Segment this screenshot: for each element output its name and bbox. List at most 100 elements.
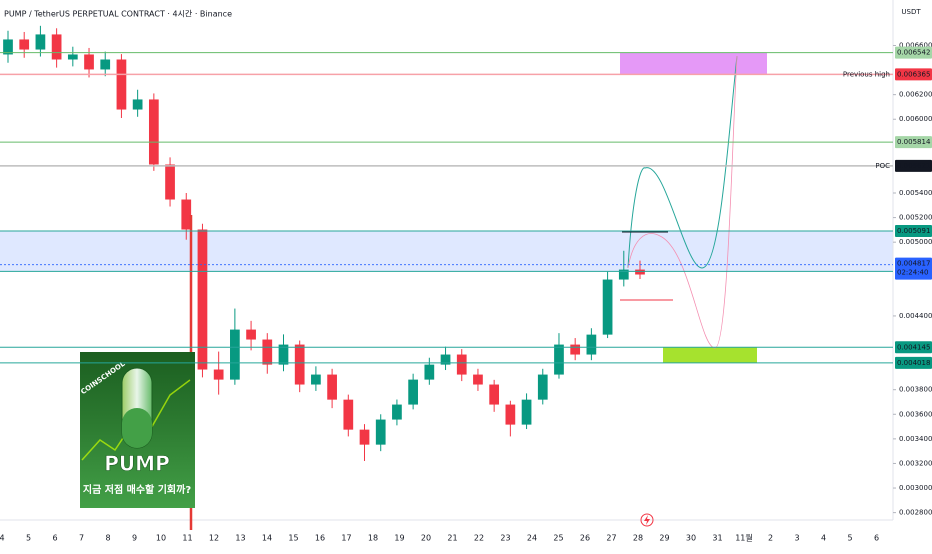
candle-body (473, 374, 483, 385)
pill (122, 408, 152, 448)
x-tick-label: 5 (847, 534, 852, 543)
y-tick-label: 0.005400 (899, 189, 932, 197)
x-tick-label: 31 (712, 534, 722, 543)
candle-body (19, 39, 30, 50)
thumbnail: COINSCHOOL PUMP 지금 저점 매수할 기회까? (79, 352, 195, 508)
current-price-bg (895, 257, 932, 280)
x-tick-label: 18 (368, 534, 378, 543)
zone (0, 230, 893, 272)
chart-title: PUMP / TetherUS PERPETUAL CONTRACT · 4시간… (4, 9, 232, 19)
y-tick-label: 0.003200 (899, 459, 932, 467)
y-tick-label: 0.003000 (899, 484, 932, 492)
level-label-bg (895, 159, 932, 172)
candle-body (456, 354, 467, 375)
x-tick-label: 23 (500, 534, 510, 543)
candle-body (440, 354, 451, 365)
level-label: 0.004145 (897, 343, 930, 351)
x-tick-label: 10 (156, 534, 166, 543)
level-label: 0.005814 (897, 138, 931, 146)
candle-body (100, 59, 111, 70)
candle-body (116, 59, 127, 110)
level-label: 0.005091 (897, 227, 930, 235)
x-tick-label: 24 (527, 534, 537, 543)
x-tick-label: 4 (821, 534, 826, 543)
y-tick-label: 0.003400 (899, 435, 932, 443)
level-label-bg (895, 224, 932, 237)
x-tick-label: 11 (182, 534, 192, 543)
candle-body (51, 34, 62, 60)
level-label: 0.006542 (897, 49, 930, 57)
candle-body (213, 369, 224, 380)
x-tick-label: 22 (474, 534, 484, 543)
candle-body (392, 404, 402, 420)
x-tick-label: 2 (768, 534, 773, 543)
candle-body (294, 344, 305, 385)
candle-body (359, 429, 370, 445)
candle-body (343, 399, 354, 430)
thumbnail-caption: 지금 저점 매수할 기회까? (83, 483, 191, 496)
x-tick-label: 29 (659, 534, 669, 543)
alert-icon (640, 513, 654, 527)
level-label-bg (895, 46, 932, 59)
y-tick-label: 0.006600 (899, 41, 932, 49)
level-note: POC (875, 162, 890, 170)
x-tick-label: 17 (341, 534, 351, 543)
candle-body (586, 334, 597, 355)
x-tick-label: 13 (235, 534, 245, 543)
candle-body (505, 404, 516, 425)
projection-path (627, 55, 738, 349)
currency: USDT (901, 8, 921, 16)
candle-body (262, 339, 273, 365)
y-tick-label: 0.005000 (899, 238, 932, 246)
x-tick-label: 8 (105, 534, 110, 543)
thumbnail-title: PUMP (104, 452, 169, 476)
current-price-label: 0.004817 (897, 260, 930, 268)
x-tick-label: 27 (606, 534, 616, 543)
candle-body (521, 399, 532, 425)
x-tick-label: 6 (874, 534, 879, 543)
x-tick-label: 12 (209, 534, 219, 543)
level-label: 0.006365 (897, 70, 930, 78)
x-tick-label: 7 (79, 534, 84, 543)
candle-body (635, 269, 645, 275)
x-tick-label: 11월 (735, 533, 753, 543)
level-label-bg (895, 341, 932, 354)
candle-body (181, 199, 192, 230)
candle-body (554, 344, 564, 375)
candle-body (132, 99, 143, 110)
projection-path (627, 55, 738, 269)
candle-body (148, 99, 159, 165)
x-tick-label: 26 (580, 534, 590, 543)
x-tick-label: 25 (553, 534, 563, 543)
candle-body (3, 39, 13, 55)
candle-body (35, 34, 46, 50)
candle-body (246, 329, 256, 340)
candle-body (408, 379, 418, 405)
candle-body (602, 279, 613, 335)
candle-body (375, 419, 386, 445)
x-tick-label: 16 (315, 534, 325, 543)
level-label: 0.005621 (897, 162, 930, 170)
y-tick-label: 0.002800 (899, 509, 932, 517)
countdown: 02:24:40 (897, 269, 928, 277)
candle-body (489, 384, 500, 405)
candle-body (570, 344, 581, 355)
y-tick-label: 0.006200 (899, 91, 932, 99)
level-note: Previous high (843, 70, 890, 78)
x-tick-label: 14 (262, 534, 272, 543)
candle-body (67, 54, 78, 60)
y-tick-label: 0.003800 (899, 386, 932, 394)
candle-body (230, 329, 240, 380)
candle-body (278, 344, 289, 365)
level-label: 0.004018 (897, 359, 930, 367)
zone (663, 347, 757, 363)
x-tick-label: 5 (26, 534, 31, 543)
x-tick-label: 28 (633, 534, 643, 543)
x-tick-label: 4 (0, 534, 5, 543)
level-label-bg (895, 356, 932, 369)
x-tick-label: 21 (447, 534, 457, 543)
x-tick-label: 19 (394, 534, 404, 543)
y-tick-label: 0.006000 (899, 115, 932, 123)
